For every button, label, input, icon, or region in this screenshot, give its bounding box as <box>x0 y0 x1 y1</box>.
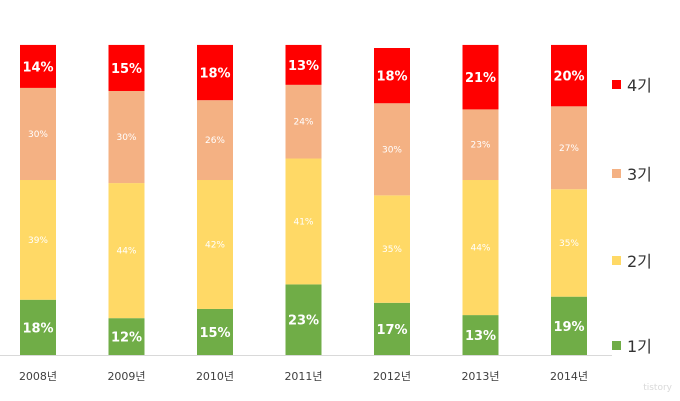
x-tick-label-2011년: 2011년 <box>284 370 322 383</box>
watermark-logo: tistory <box>643 383 672 393</box>
legend-label-3: 3기 <box>627 165 652 184</box>
data-label-2012년-3기: 30% <box>382 145 402 155</box>
data-label-2012년-1기: 17% <box>376 323 407 338</box>
data-label-2009년-1기: 12% <box>111 331 142 346</box>
bar-segment-2013년-2기 <box>462 180 499 316</box>
data-label-2010년-2기: 42% <box>205 240 225 250</box>
x-tick-label-2014년: 2014년 <box>550 370 588 383</box>
bar-segment-2010년-3기 <box>197 100 233 181</box>
data-label-2012년-4기: 18% <box>376 70 407 85</box>
data-label-2011년-4기: 13% <box>288 59 319 74</box>
data-label-2009년-2기: 44% <box>116 247 136 257</box>
x-tick-label-2013년: 2013년 <box>461 370 499 383</box>
bar-segment-2008년-3기 <box>20 87 56 181</box>
legend-item-2: 2기 <box>612 248 652 272</box>
data-label-2009년-3기: 30% <box>116 133 136 143</box>
bar-segment-2014년-1기 <box>551 296 587 355</box>
legend: 4기 3기 2기 1기 <box>612 0 680 401</box>
legend-item-4: 4기 <box>612 72 652 96</box>
bar-segment-2008년-4기 <box>20 44 56 88</box>
data-label-2009년-4기: 15% <box>111 62 142 77</box>
bar-segment-2009년-3기 <box>108 90 145 184</box>
data-label-2011년-1기: 23% <box>288 314 319 329</box>
bar-segment-2011년-3기 <box>285 84 322 159</box>
bar-segment-2012년-4기 <box>374 48 410 104</box>
data-label-2014년-2기: 35% <box>559 239 579 249</box>
x-tick-label-2010년: 2010년 <box>196 370 234 383</box>
data-label-2011년-2기: 41% <box>293 217 313 227</box>
bar-segment-2010년-4기 <box>197 44 233 101</box>
bar-segment-2011년-2기 <box>285 158 322 285</box>
bar-segment-2010년-1기 <box>197 308 233 355</box>
legend-item-3: 3기 <box>612 161 652 185</box>
bar-segment-2012년-1기 <box>374 302 410 355</box>
bar-segment-2012년-2기 <box>374 195 410 303</box>
bar-segment-2009년-1기 <box>108 318 145 355</box>
x-tick-label-2009년: 2009년 <box>107 370 145 383</box>
bar-segment-2008년-2기 <box>20 180 56 300</box>
stacked-bar-chart: 18% 39% 30% 14% 2008년 12% 44% 30% 15% 2009년 15% 42%… <box>0 44 612 383</box>
bar-segment-2013년-1기 <box>462 315 499 355</box>
bar-segment-2009년-2기 <box>108 183 145 319</box>
bar-segment-2013년-3기 <box>462 109 499 181</box>
bar-segment-2008년-1기 <box>20 299 56 355</box>
x-tick-label-2012년: 2012년 <box>373 370 411 383</box>
legend-swatch-3 <box>612 168 621 178</box>
legend-swatch-2 <box>612 255 621 265</box>
data-label-2010년-1기: 15% <box>199 326 230 341</box>
bar-segment-2009년-4기 <box>108 44 145 91</box>
bar-segment-2013년-4기 <box>462 44 499 110</box>
legend-swatch-1 <box>612 340 621 350</box>
data-label-2012년-2기: 35% <box>382 245 402 255</box>
data-label-2010년-4기: 18% <box>199 67 230 82</box>
bar-segment-2014년-2기 <box>551 189 587 297</box>
legend-label-2: 2기 <box>627 252 652 271</box>
data-label-2013년-3기: 23% <box>470 141 490 151</box>
legend-label-1: 1기 <box>627 337 652 356</box>
bar-segment-2014년-3기 <box>551 106 587 190</box>
data-label-2011년-3기: 24% <box>293 118 313 128</box>
data-label-2013년-2기: 44% <box>470 244 490 254</box>
x-tick-label-2008년: 2008년 <box>19 370 57 383</box>
data-label-2013년-4기: 21% <box>465 71 496 86</box>
data-label-2010년-3기: 26% <box>205 136 225 146</box>
legend-label-4: 4기 <box>627 76 652 95</box>
data-label-2014년-4기: 20% <box>553 70 584 85</box>
bar-segment-2011년-1기 <box>285 284 322 355</box>
legend-swatch-4 <box>612 79 621 89</box>
bar-segment-2011년-4기 <box>285 44 322 85</box>
bar-segment-2012년-3기 <box>374 103 410 196</box>
data-label-2008년-3기: 30% <box>28 130 48 140</box>
bar-segment-2010년-2기 <box>197 180 233 309</box>
data-label-2014년-3기: 27% <box>559 144 579 154</box>
data-label-2008년-4기: 14% <box>22 60 53 75</box>
data-label-2014년-1기: 19% <box>553 320 584 335</box>
bar-segment-2014년-4기 <box>551 44 587 107</box>
legend-item-1: 1기 <box>612 333 652 357</box>
data-label-2008년-1기: 18% <box>22 321 53 336</box>
data-label-2008년-2기: 39% <box>28 236 48 246</box>
data-label-2013년-1기: 13% <box>465 329 496 344</box>
